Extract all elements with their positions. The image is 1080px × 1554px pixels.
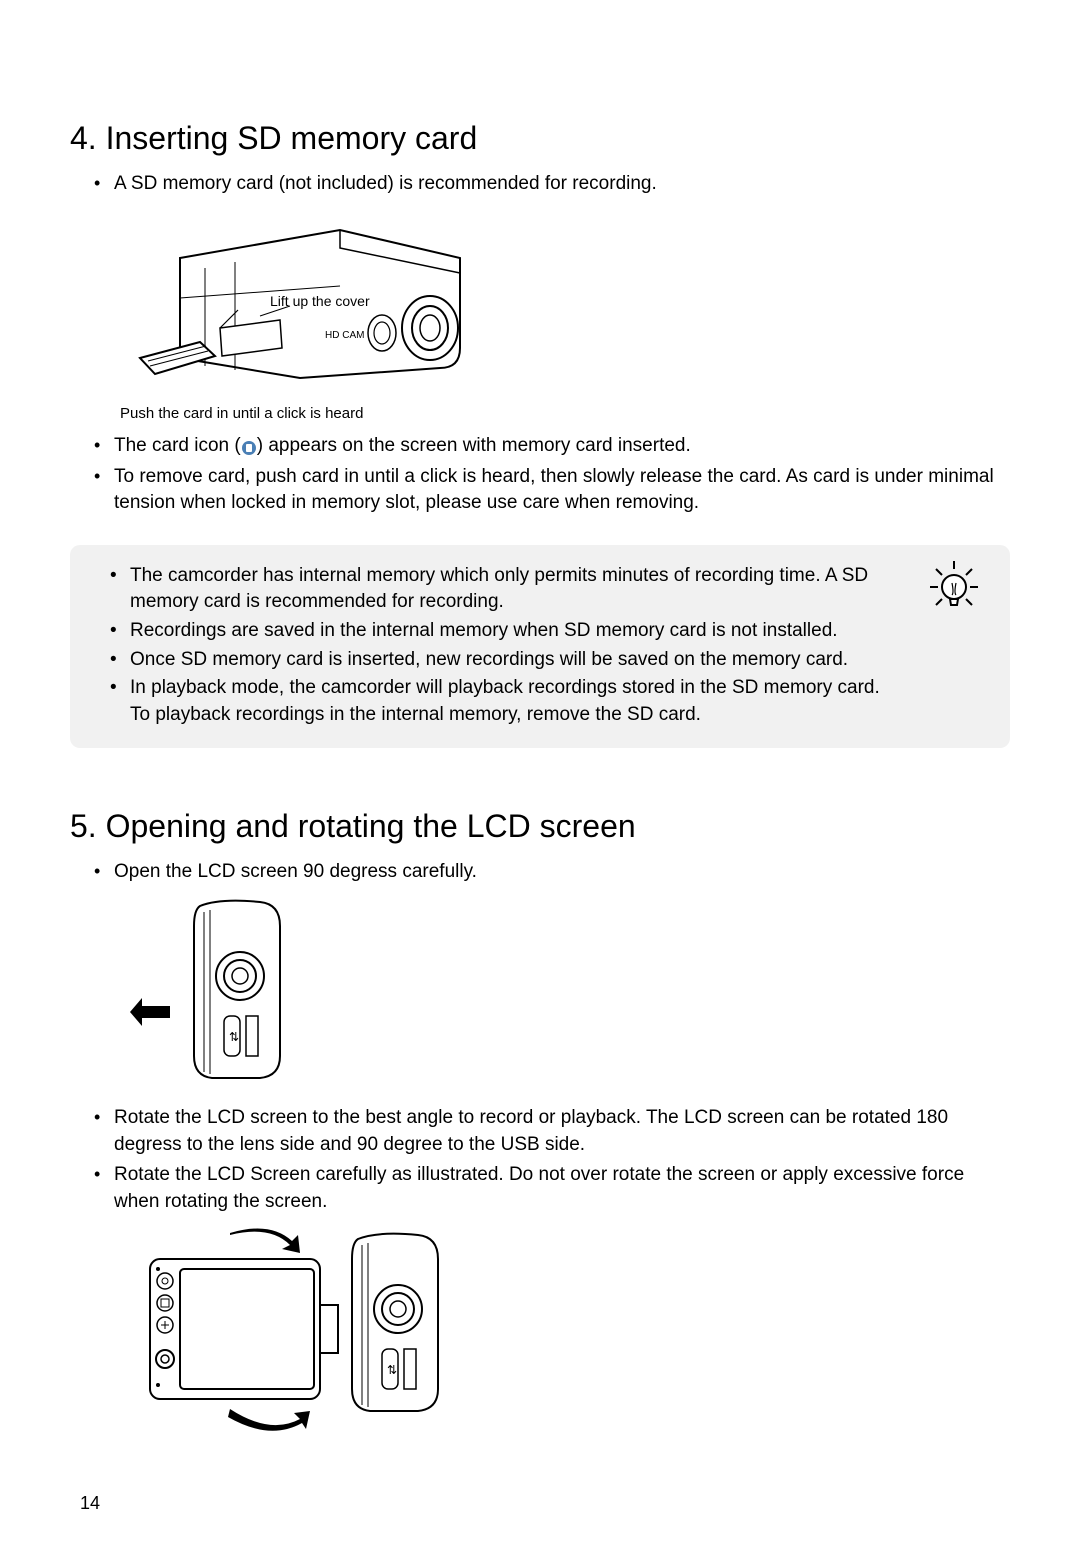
lightbulb-icon bbox=[926, 559, 982, 615]
section4-bullet-remove: To remove card, push card in until a cli… bbox=[94, 464, 1010, 517]
svg-text:⇅: ⇅ bbox=[387, 1363, 397, 1377]
section4-push-caption: Push the card in until a click is heard bbox=[120, 404, 1010, 424]
section5-open-diagram: ⇅ bbox=[130, 896, 1010, 1091]
section5-heading: 5. Opening and rotating the LCD screen bbox=[70, 808, 1010, 845]
camcorder-sd-diagram: Lift up the cover HD CAM bbox=[120, 218, 490, 398]
section5-rotate-diagram: ⇅ bbox=[130, 1225, 1010, 1440]
section5-bullet-1: Rotate the LCD screen to the best angle … bbox=[94, 1105, 1010, 1158]
section4-tipbox: The camcorder has internal memory which … bbox=[70, 545, 1010, 749]
section5-bullet-2: Rotate the LCD Screen carefully as illus… bbox=[94, 1162, 1010, 1215]
b1-pre: The card icon ( bbox=[114, 435, 241, 456]
section4-intro-list: A SD memory card (not included) is recom… bbox=[70, 171, 1010, 198]
svg-text:⇅: ⇅ bbox=[229, 1030, 239, 1044]
svg-text:Lift up the cover: Lift up the cover bbox=[270, 293, 370, 309]
tip-item-1: The camcorder has internal memory which … bbox=[110, 563, 898, 616]
tip-item-4: In playback mode, the camcorder will pla… bbox=[110, 675, 898, 728]
section4-bullets: The card icon ( ) appears on the screen w… bbox=[70, 433, 1010, 517]
b1-post: ) appears on the screen with memory card… bbox=[257, 435, 691, 456]
tip-item-3: Once SD memory card is inserted, new rec… bbox=[110, 647, 898, 674]
section5-intro-list: Open the LCD screen 90 degress carefully… bbox=[70, 859, 1010, 886]
svg-text:HD CAM: HD CAM bbox=[325, 330, 364, 341]
section4-illustration: Lift up the cover HD CAM Push the card i… bbox=[120, 218, 1010, 424]
section4-intro-item: A SD memory card (not included) is recom… bbox=[94, 171, 1010, 198]
card-icon bbox=[241, 438, 257, 454]
section5-intro-item: Open the LCD screen 90 degress carefully… bbox=[94, 859, 1010, 886]
section4-heading: 4. Inserting SD memory card bbox=[70, 120, 1010, 157]
tip-list: The camcorder has internal memory which … bbox=[92, 563, 988, 729]
page-number: 14 bbox=[80, 1493, 100, 1514]
tip-item-2: Recordings are saved in the internal mem… bbox=[110, 618, 898, 645]
section4-bullet-cardicon: The card icon ( ) appears on the screen w… bbox=[94, 433, 1010, 460]
section5-bullets: Rotate the LCD screen to the best angle … bbox=[70, 1105, 1010, 1215]
